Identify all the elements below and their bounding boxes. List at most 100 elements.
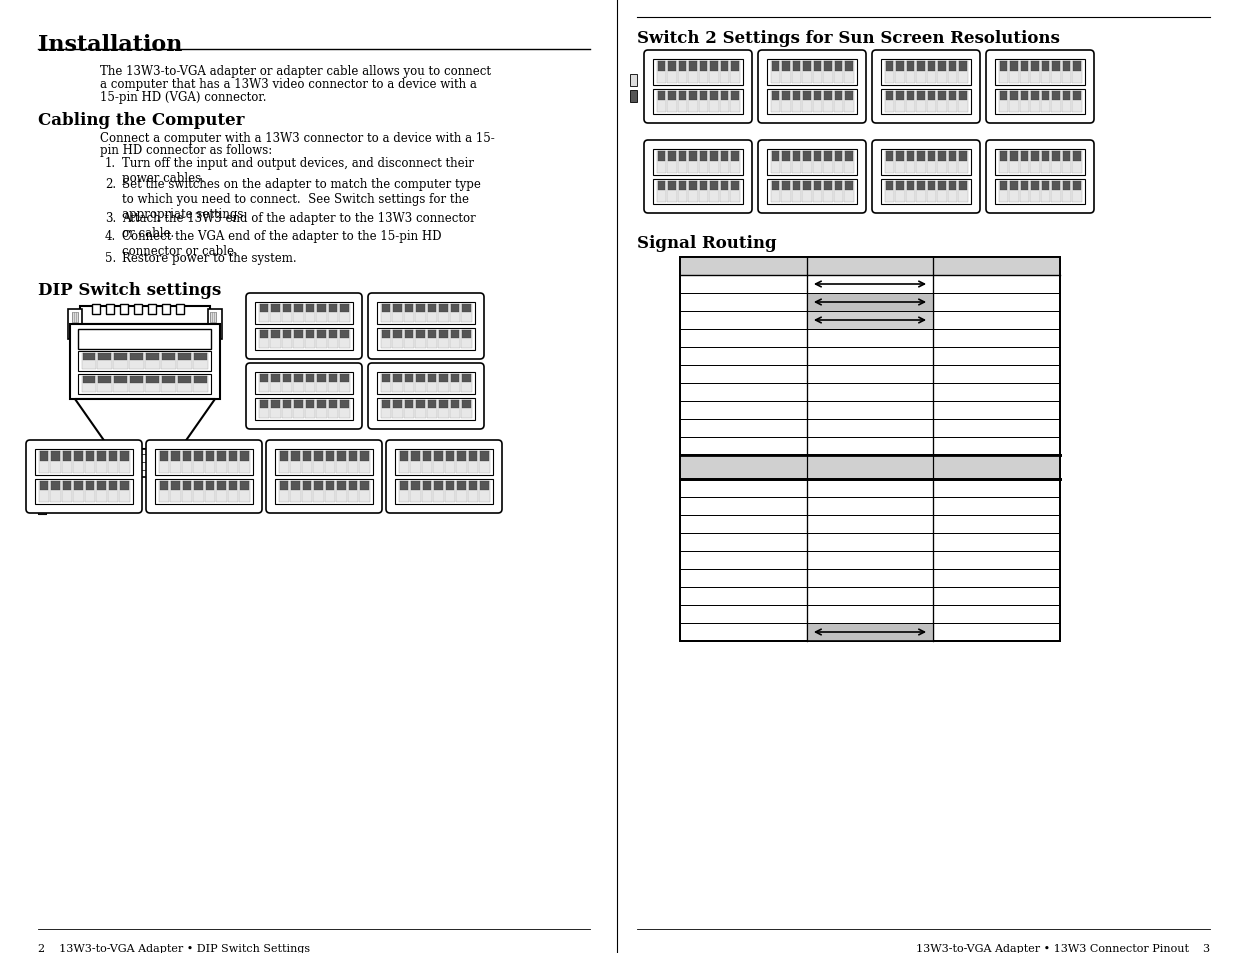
Bar [657, 152, 666, 173]
Bar [999, 62, 1008, 84]
Bar [1020, 62, 1029, 84]
Bar [395, 450, 493, 475]
Bar [270, 331, 280, 349]
Bar [314, 452, 322, 461]
Bar [193, 376, 207, 393]
Bar [393, 400, 401, 409]
Bar [730, 91, 740, 112]
Bar [391, 305, 403, 323]
Bar [438, 331, 447, 338]
Bar [205, 481, 215, 502]
Bar [468, 481, 478, 502]
Bar [156, 479, 253, 504]
Bar [813, 152, 823, 173]
Bar [51, 481, 59, 491]
Bar [316, 305, 326, 323]
Bar [294, 375, 303, 383]
Bar [835, 152, 842, 161]
Bar [283, 400, 291, 409]
Bar [207, 310, 222, 339]
Bar [1062, 62, 1070, 71]
Text: 2.: 2. [105, 178, 116, 191]
Bar [98, 481, 105, 491]
Bar [290, 481, 300, 502]
Bar [881, 150, 971, 175]
Bar [340, 400, 348, 409]
Bar [468, 481, 477, 491]
Bar [393, 331, 401, 338]
Bar [73, 452, 84, 473]
Bar [240, 452, 249, 473]
Bar [445, 481, 454, 502]
Bar [340, 305, 348, 313]
Bar [947, 62, 957, 84]
Bar [926, 181, 936, 203]
Bar [161, 376, 175, 393]
Bar [438, 305, 448, 323]
Bar [393, 305, 401, 313]
Bar [49, 452, 61, 473]
Bar [427, 400, 436, 409]
Bar [380, 375, 391, 393]
Bar [772, 181, 779, 191]
Bar [999, 181, 1007, 191]
Bar [678, 91, 685, 101]
Bar [834, 62, 844, 84]
FancyBboxPatch shape [643, 141, 752, 213]
Bar [767, 90, 857, 115]
Bar [948, 91, 956, 101]
Bar [699, 91, 706, 101]
Bar [217, 481, 226, 491]
Bar [927, 62, 935, 71]
Bar [668, 62, 676, 71]
Bar [316, 400, 326, 418]
Bar [293, 375, 304, 393]
Bar [824, 152, 831, 161]
Bar [792, 181, 802, 203]
Text: 3.: 3. [105, 212, 116, 225]
Bar [1020, 181, 1028, 191]
Bar [680, 257, 1060, 641]
Bar [1062, 91, 1070, 101]
Bar [1010, 181, 1018, 191]
Bar [884, 91, 894, 112]
Bar [327, 305, 338, 323]
Bar [958, 181, 967, 203]
Bar [305, 375, 314, 383]
Bar [884, 62, 894, 84]
Text: Turn off the input and output devices, and disconnect their
power cables.: Turn off the input and output devices, a… [122, 157, 474, 185]
Bar [404, 331, 414, 349]
Bar [782, 152, 789, 161]
Bar [1030, 62, 1040, 84]
Bar [146, 376, 159, 384]
Bar [433, 481, 443, 502]
Bar [937, 152, 946, 173]
Bar [897, 91, 904, 101]
Bar [781, 62, 790, 84]
Bar [78, 352, 211, 372]
Bar [653, 90, 743, 115]
Bar [338, 305, 350, 323]
Bar [391, 400, 403, 418]
Bar [782, 181, 789, 191]
Bar [405, 400, 412, 409]
Bar [1052, 62, 1060, 71]
Bar [720, 91, 727, 101]
Bar [415, 400, 426, 418]
Bar [259, 331, 268, 338]
Bar [291, 452, 300, 461]
Bar [35, 479, 133, 504]
Bar [918, 62, 925, 71]
Bar [107, 452, 119, 473]
Bar [1041, 181, 1049, 191]
Bar [438, 331, 448, 349]
Bar [1010, 152, 1018, 161]
Bar [228, 481, 237, 491]
Bar [1041, 62, 1049, 71]
Bar [282, 400, 291, 418]
Bar [1031, 62, 1039, 71]
Bar [1030, 181, 1040, 203]
Bar [897, 62, 904, 71]
Bar [937, 62, 946, 84]
Bar [895, 91, 904, 112]
